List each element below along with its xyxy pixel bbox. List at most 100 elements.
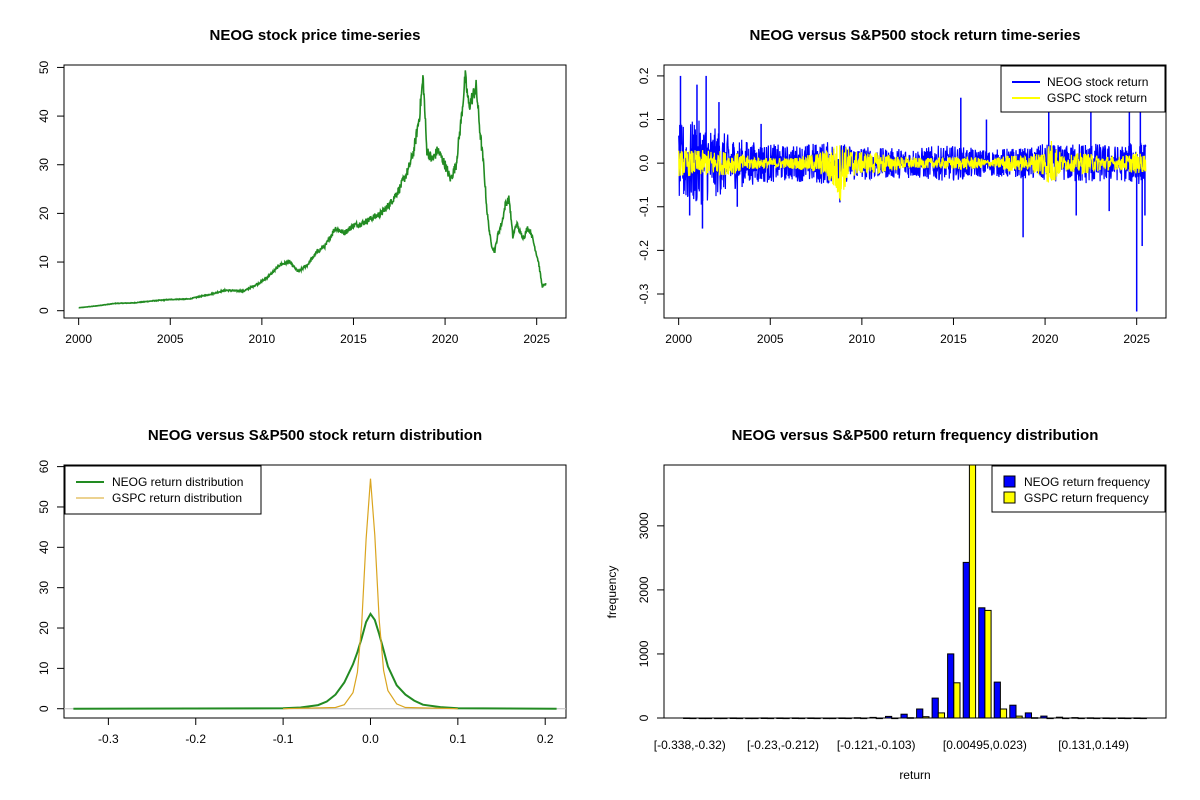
panel-4-x-tick-label: [0.00495,0.023) — [943, 738, 1027, 752]
panel-1-x-tick-label: 2020 — [432, 332, 459, 346]
panel-3-y-tick-label: 60 — [37, 460, 51, 474]
gspc-frequency-bar — [984, 609, 992, 719]
panel-1-y-tick-label: 10 — [37, 255, 51, 269]
panel-2-y-tick-label: -0.2 — [637, 240, 651, 261]
panel-4-x-axis-title: return — [899, 768, 930, 782]
panel-3-x-tick-label: 0.2 — [537, 732, 554, 746]
legend-label-neog-frequency: NEOG return frequency — [1024, 475, 1150, 489]
panel-1-x-tick-label: 2015 — [340, 332, 367, 346]
panel-3-x-tick-label: -0.2 — [185, 732, 206, 746]
panel-1-x-tick-label: 2000 — [65, 332, 92, 346]
neog-frequency-bar — [916, 708, 924, 719]
panel-2-y-tick-label: -0.3 — [637, 283, 651, 304]
panel-2-x-tick-label: 2005 — [757, 332, 784, 346]
legend-label-neog-distribution: NEOG return distribution — [112, 475, 243, 489]
panel-2-title: NEOG versus S&P500 stock return time-ser… — [750, 27, 1081, 44]
panel-4-y-axis: 0 1000 2000 3000 — [637, 512, 664, 721]
panel-return-distribution: NEOG versus S&P500 stock return distribu… — [37, 427, 567, 746]
panel-3-y-tick-label: 40 — [37, 540, 51, 554]
neog-frequency-bar — [1009, 704, 1017, 719]
panel-4-y-tick-label: 0 — [637, 714, 651, 721]
panel-3-y-tick-label: 50 — [37, 500, 51, 514]
panel-1-x-tick-label: 2025 — [523, 332, 550, 346]
panel-4-x-tick-label: [0.131,0.149) — [1058, 738, 1129, 752]
panel-4-y-tick-label: 3000 — [637, 512, 651, 539]
gspc-density-line — [283, 478, 458, 710]
neog-frequency-bar — [931, 697, 939, 719]
panel-1-x-tick-label: 2010 — [249, 332, 276, 346]
price-line — [78, 70, 547, 309]
legend-label-gspc-frequency: GSPC return frequency — [1024, 491, 1149, 505]
panel-4-y-tick-label: 2000 — [637, 576, 651, 603]
legend-swatch-neog-frequency — [1003, 475, 1016, 488]
panel-3-frame — [63, 464, 567, 719]
panel-2-x-axis: 2000 2005 2010 2015 2020 2025 — [665, 318, 1150, 346]
panel-2-legend: NEOG stock return GSPC stock return — [1000, 65, 1166, 113]
panel-4-x-tick-label: [-0.121,-0.103) — [837, 738, 916, 752]
panel-2-y-axis: 0.2 0.1 0.0 -0.1 -0.2 -0.3 — [637, 67, 664, 304]
legend-label-gspc-return: GSPC stock return — [1047, 91, 1147, 105]
panel-3-x-tick-label: 0.1 — [449, 732, 466, 746]
panel-4-title: NEOG versus S&P500 return frequency dist… — [732, 427, 1099, 444]
panel-2-y-tick-label: 0.1 — [637, 111, 651, 128]
panel-3-y-tick-label: 30 — [37, 581, 51, 595]
panel-1-x-axis: 2000 2005 2010 2015 2020 2025 — [65, 318, 550, 346]
panel-2-x-tick-label: 2010 — [849, 332, 876, 346]
panel-2-legend-box — [1000, 65, 1166, 113]
panel-2-y-tick-label: -0.1 — [637, 196, 651, 217]
panel-3-x-tick-label: -0.3 — [98, 732, 119, 746]
panel-1-title: NEOG stock price time-series — [210, 27, 421, 44]
panel-1-plot-area — [78, 70, 547, 309]
neog-frequency-bar — [900, 713, 908, 719]
panel-1-y-tick-label: 0 — [37, 307, 51, 314]
panel-2-y-tick-label: 0.2 — [637, 67, 651, 84]
panel-4-x-axis: [-0.338,-0.32) [-0.23,-0.212) [-0.121,-0.1… — [654, 738, 1129, 752]
panel-frequency-distribution: NEOG versus S&P500 return frequency dist… — [605, 427, 1167, 782]
panel-2-plot-area — [678, 75, 1147, 312]
neog-frequency-bar — [978, 607, 986, 719]
panel-2-x-tick-label: 2025 — [1123, 332, 1150, 346]
panel-3-legend: NEOG return distribution GSPC return dis… — [64, 465, 262, 515]
panel-1-y-tick-label: 20 — [37, 206, 51, 220]
panel-4-x-tick-label: [-0.23,-0.212) — [747, 738, 819, 752]
neog-density-line — [73, 612, 557, 710]
panel-4-y-axis-title: frequency — [605, 566, 619, 619]
neog-frequency-bar — [962, 561, 970, 719]
panel-1-frame — [63, 64, 567, 319]
panel-3-y-tick-label: 10 — [37, 661, 51, 675]
legend-swatch-gspc-frequency — [1003, 491, 1016, 504]
panel-3-legend-box — [64, 465, 262, 515]
panel-3-x-axis: -0.3 -0.2 -0.1 0.0 0.1 0.2 — [98, 718, 554, 746]
panel-2-x-tick-label: 2015 — [940, 332, 967, 346]
gspc-frequency-bar — [937, 712, 945, 719]
panel-3-x-tick-label: -0.1 — [273, 732, 294, 746]
panel-1-y-tick-label: 40 — [37, 109, 51, 123]
gspc-frequency-bar — [999, 708, 1008, 719]
panel-2-frame — [663, 64, 1167, 319]
panel-4-legend: NEOG return frequency GSPC return freque… — [991, 465, 1166, 513]
panel-3-y-axis: 0 10 20 30 40 50 60 — [37, 460, 64, 712]
panel-1-y-tick-label: 30 — [37, 158, 51, 172]
panel-3-title: NEOG versus S&P500 stock return distribu… — [148, 427, 482, 444]
panel-3-y-tick-label: 20 — [37, 621, 51, 635]
panel-2-x-tick-label: 2020 — [1032, 332, 1059, 346]
panel-4-legend-box — [991, 465, 1166, 513]
panel-4-frame — [663, 464, 1167, 719]
panel-price-timeseries: NEOG stock price time-series 2000 2005 201… — [37, 27, 567, 346]
legend-label-neog-return: NEOG stock return — [1047, 75, 1148, 89]
panel-3-plot-area — [64, 478, 566, 710]
panel-return-timeseries: NEOG versus S&P500 stock return time-ser… — [637, 27, 1167, 346]
panel-3-x-tick-label: 0.0 — [362, 732, 379, 746]
gspc-frequency-bar — [968, 464, 977, 719]
gspc-frequency-bar — [953, 682, 961, 719]
panel-1-y-tick-label: 50 — [37, 60, 51, 74]
neog-frequency-bar — [1024, 712, 1033, 719]
panel-2-y-tick-label: 0.0 — [637, 154, 651, 171]
neog-frequency-bar — [993, 681, 1001, 719]
gspc-return-line — [678, 140, 1147, 201]
panel-3-y-tick-label: 0 — [37, 705, 51, 712]
panel-4-x-tick-label: [-0.338,-0.32) — [654, 738, 726, 752]
panel-2-x-tick-label: 2000 — [665, 332, 692, 346]
